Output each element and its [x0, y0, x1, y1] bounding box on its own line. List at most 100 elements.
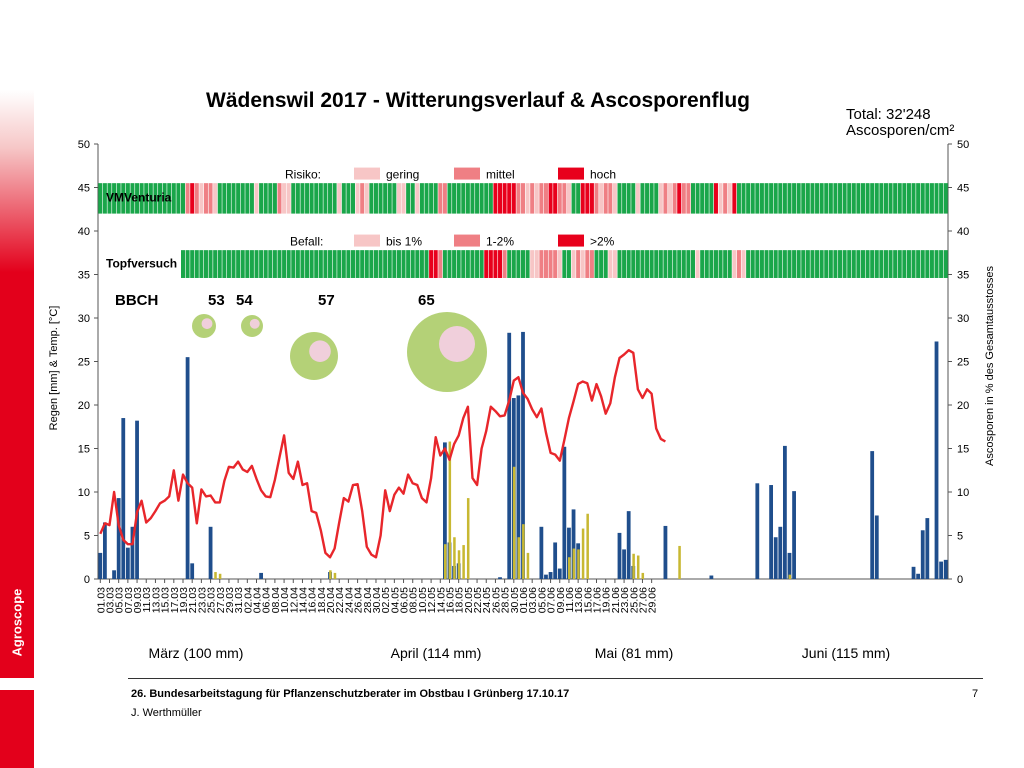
risk-strip-cell: [360, 183, 365, 214]
infection-strip-cell: [842, 250, 847, 278]
infection-strip-cell: [341, 250, 346, 278]
infection-strip-cell: [819, 250, 824, 278]
risk-strip-cell: [272, 183, 277, 214]
risk-strip-cell: [208, 183, 213, 214]
y-tick-label-left: 15: [78, 444, 90, 456]
x-tick-label: 24.04: [343, 587, 355, 613]
risk-strip-cell: [631, 183, 636, 214]
infection-strip-cell: [318, 250, 323, 278]
risk-strip-cell: [337, 183, 342, 214]
risk-strip-cell: [300, 183, 305, 214]
infection-strip-cell: [704, 250, 709, 278]
x-tick-label: 11.03: [141, 587, 153, 613]
risk-strip-cell: [640, 183, 645, 214]
ascospore-bar: [678, 545, 681, 579]
x-tick-label: 21.03: [187, 587, 199, 613]
infection-strip-cell: [649, 250, 654, 278]
risk-strip-cell: [176, 183, 181, 214]
risk-strip-cell: [603, 183, 608, 214]
rain-bar: [567, 527, 571, 579]
infection-strip-cell: [608, 250, 613, 278]
infection-strip-cell: [580, 250, 585, 278]
ascospore-bar: [522, 524, 525, 579]
rain-bar: [939, 561, 944, 579]
infection-strip-cell: [723, 250, 728, 278]
rain-bar: [562, 446, 567, 579]
risk-strip-cell: [130, 183, 135, 214]
infection-strip-cell: [502, 250, 507, 278]
infection-strip-cell: [314, 250, 319, 278]
risk-strip-cell: [874, 183, 879, 214]
bbch-stage: 53: [208, 292, 225, 309]
ascospore-bar: [329, 570, 332, 579]
risk-strip-cell: [249, 183, 254, 214]
risk-strip-cell: [608, 183, 613, 214]
risk-strip-cell: [695, 183, 700, 214]
infection-strip-cell: [782, 250, 787, 278]
infection-strip-cell: [203, 250, 208, 278]
x-tick-label: 26.05: [490, 587, 502, 613]
infection-strip-cell: [640, 250, 645, 278]
infection-strip-cell: [438, 250, 443, 278]
risk-strip-cell: [718, 183, 723, 214]
infection-strip-cell: [796, 250, 801, 278]
risk-strip-cell: [125, 183, 130, 214]
infection-strip-cell: [663, 250, 668, 278]
infection-strip-cell: [553, 250, 558, 278]
rain-bar: [208, 526, 213, 579]
infection-strip-cell: [378, 250, 383, 278]
infection-strip-cell: [838, 250, 843, 278]
risk-strip-cell: [916, 183, 921, 214]
infection-strip-cell: [700, 250, 705, 278]
infection-strip-cell: [456, 250, 461, 278]
infection-strip-cell: [346, 250, 351, 278]
x-tick-label: 18.04: [316, 587, 328, 613]
risk-strip-cell: [341, 183, 346, 214]
risk-strip-cell: [323, 183, 328, 214]
infection-row-label: Topfversuch: [106, 257, 177, 271]
rain-bar: [553, 542, 558, 579]
infection-strip-cell: [351, 250, 355, 278]
ascospore-bar: [443, 544, 447, 579]
rain-bar: [663, 525, 668, 579]
risk-strip-cell: [534, 183, 539, 214]
infection-strip-cell: [622, 250, 627, 278]
infection-strip-cell: [461, 250, 466, 278]
infection-strip-cell: [778, 250, 783, 278]
risk-strip-cell: [167, 183, 172, 214]
x-tick-label: 01.06: [518, 587, 530, 613]
rain-bar: [259, 572, 264, 579]
infection-strip-cell: [677, 250, 682, 278]
rain-bar: [125, 547, 130, 579]
infection-strip-cell: [300, 250, 305, 278]
risk-strip-cell: [488, 183, 493, 214]
risk-strip-cell: [599, 183, 604, 214]
risk-strip-cell: [521, 183, 525, 214]
risk-strip-cell: [479, 183, 484, 214]
risk-strip-cell: [713, 183, 718, 214]
risk-strip-cell: [148, 183, 153, 214]
risk-strip-cell: [153, 183, 158, 214]
blossom-image: [201, 318, 213, 329]
risk-strip-cell: [461, 183, 466, 214]
risk-strip-cell: [663, 183, 668, 214]
x-tick-label: 28.05: [500, 587, 512, 613]
risk-strip-cell: [112, 183, 117, 214]
x-tick-label: 05.03: [114, 587, 126, 613]
x-tick-label: 28.04: [362, 587, 374, 613]
risk-strip-cell: [911, 183, 916, 214]
risk-strip-cell: [723, 183, 728, 214]
risk-row-label: VMVenturia: [106, 190, 172, 204]
infection-strip-cell: [429, 250, 434, 278]
infection-strip-cell: [792, 250, 797, 278]
rain-bar: [709, 575, 714, 579]
infection-strip-cell: [277, 250, 282, 278]
risk-strip-cell: [226, 183, 231, 214]
rain-bar: [792, 491, 796, 579]
risk-strip-cell: [759, 183, 764, 214]
rain-bar: [507, 332, 512, 579]
risk-strip-cell: [732, 183, 737, 214]
infection-legend-swatch: [454, 234, 480, 247]
ascospore-bar: [581, 528, 585, 579]
y-tick-label-left: 20: [78, 400, 90, 412]
